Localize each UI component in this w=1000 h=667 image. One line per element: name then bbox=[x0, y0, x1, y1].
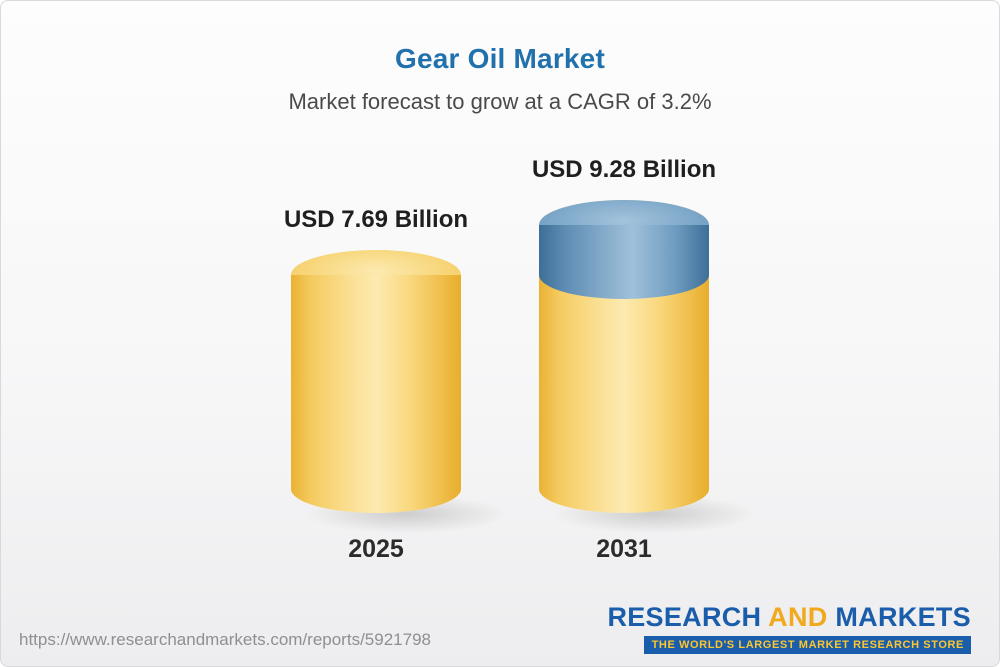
source-url: https://www.researchandmarkets.com/repor… bbox=[19, 630, 431, 649]
cylinder-body bbox=[291, 275, 461, 513]
bar-group-2031: USD 9.28 Billion 2031 bbox=[532, 1, 764, 666]
value-label-2031: USD 9.28 Billion bbox=[531, 156, 717, 183]
growth-segment-body bbox=[539, 225, 709, 299]
bar-group-2025: USD 7.69 Billion 2025 bbox=[284, 1, 516, 666]
logo-tagline: THE WORLD'S LARGEST MARKET RESEARCH STOR… bbox=[643, 636, 971, 654]
research-and-markets-logo: RESEARCH AND MARKETS THE WORLD'S LARGEST… bbox=[607, 602, 971, 654]
cylinder-2025 bbox=[291, 250, 461, 513]
cylinder-2031 bbox=[539, 200, 709, 513]
category-label-2025: 2025 bbox=[348, 535, 404, 563]
logo-word-research: RESEARCH bbox=[607, 602, 762, 632]
logo-word-and: AND bbox=[768, 602, 828, 632]
value-label-2025: USD 7.69 Billion bbox=[283, 206, 469, 233]
logo-wordmark: RESEARCH AND MARKETS bbox=[607, 602, 971, 633]
category-label-2031: 2031 bbox=[596, 535, 652, 563]
logo-word-markets: MARKETS bbox=[835, 602, 971, 632]
chart-title: Gear Oil Market bbox=[395, 43, 605, 74]
growth-segment bbox=[539, 200, 709, 299]
chart-subtitle: Market forecast to grow at a CAGR of 3.2… bbox=[288, 89, 712, 114]
